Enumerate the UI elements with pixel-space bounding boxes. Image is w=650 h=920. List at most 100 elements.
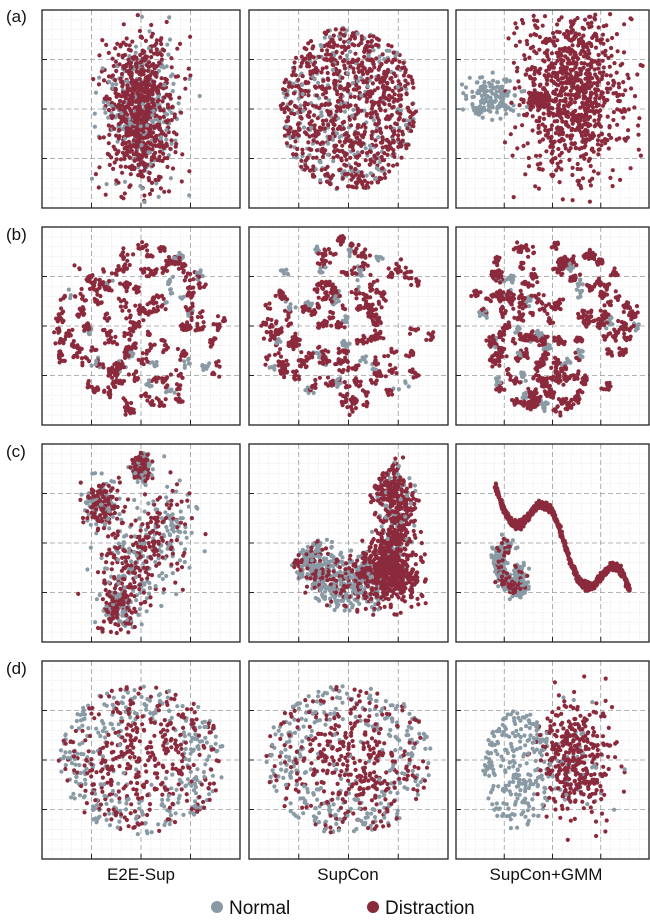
- point-normal: [480, 115, 485, 120]
- point-distraction: [384, 85, 389, 90]
- point-distraction: [120, 170, 125, 175]
- point-distraction: [136, 319, 142, 325]
- point-distraction: [356, 163, 361, 168]
- point-normal: [301, 125, 307, 130]
- point-distraction: [528, 76, 533, 81]
- point-distraction: [594, 74, 599, 79]
- point-distraction: [134, 78, 139, 83]
- point-distraction: [168, 372, 173, 377]
- point-distraction: [598, 108, 603, 113]
- point-distraction: [315, 116, 320, 121]
- point-distraction: [557, 153, 562, 158]
- point-distraction: [152, 271, 158, 276]
- point-distraction: [125, 144, 130, 149]
- point-normal: [167, 277, 172, 282]
- point-distraction: [96, 300, 101, 305]
- point-distraction: [348, 64, 353, 69]
- point-distraction: [140, 358, 145, 363]
- point-distraction: [111, 114, 116, 119]
- point-distraction: [309, 119, 314, 124]
- point-distraction: [396, 137, 401, 142]
- point-normal: [164, 300, 169, 305]
- point-distraction: [57, 339, 63, 344]
- point-normal: [500, 84, 505, 89]
- point-distraction: [146, 312, 151, 317]
- point-distraction: [169, 261, 174, 266]
- point-distraction: [574, 95, 579, 100]
- point-normal: [395, 85, 400, 90]
- point-distraction: [135, 157, 140, 162]
- point-distraction: [587, 178, 593, 184]
- point-distraction: [553, 61, 558, 66]
- point-normal: [490, 117, 495, 122]
- point-distraction: [217, 374, 222, 379]
- point-distraction: [517, 39, 523, 44]
- point-distraction: [409, 282, 414, 288]
- point-distraction: [532, 76, 537, 82]
- point-distraction: [143, 393, 149, 399]
- point-distraction: [298, 115, 303, 120]
- point-distraction: [579, 133, 585, 138]
- point-distraction: [126, 372, 131, 377]
- point-distraction: [333, 79, 338, 84]
- point-distraction: [141, 72, 146, 77]
- point-distraction: [399, 87, 404, 92]
- point-distraction: [157, 400, 163, 405]
- point-distraction: [120, 308, 125, 313]
- point-normal: [471, 105, 476, 110]
- point-distraction: [401, 118, 406, 123]
- point-distraction: [349, 123, 354, 128]
- point-distraction: [127, 262, 132, 268]
- point-distraction: [92, 296, 97, 302]
- point-normal: [97, 75, 102, 80]
- point-distraction: [127, 165, 132, 170]
- point-distraction: [159, 304, 164, 309]
- point-distraction: [356, 242, 361, 248]
- point-distraction: [369, 283, 374, 288]
- point-distraction: [348, 165, 354, 170]
- point-distraction: [307, 146, 312, 152]
- point-distraction: [113, 271, 118, 276]
- point-distraction: [162, 95, 167, 100]
- point-distraction: [93, 172, 98, 177]
- point-distraction: [524, 111, 530, 116]
- point-distraction: [572, 100, 578, 105]
- point-distraction: [129, 60, 134, 65]
- point-distraction: [332, 122, 337, 127]
- point-distraction: [312, 84, 318, 89]
- point-distraction: [137, 113, 142, 118]
- point-distraction: [137, 308, 142, 313]
- point-distraction: [148, 123, 153, 128]
- point-distraction: [386, 139, 391, 144]
- point-distraction: [377, 64, 382, 69]
- point-distraction: [116, 149, 121, 154]
- point-distraction: [164, 19, 169, 25]
- point-normal: [504, 111, 509, 116]
- point-distraction: [155, 99, 160, 104]
- point-normal: [482, 80, 487, 85]
- point-distraction: [377, 301, 382, 306]
- point-distraction: [103, 312, 108, 317]
- point-distraction: [362, 54, 367, 59]
- point-distraction: [330, 131, 336, 136]
- point-distraction: [153, 177, 158, 183]
- point-distraction: [399, 155, 404, 160]
- point-distraction: [151, 79, 156, 84]
- point-distraction: [344, 157, 349, 162]
- point-distraction: [340, 120, 345, 125]
- point-distraction: [107, 96, 112, 102]
- point-distraction: [403, 78, 408, 83]
- point-normal: [355, 79, 361, 84]
- point-distraction: [393, 73, 398, 78]
- point-normal: [317, 159, 322, 164]
- point-normal: [168, 291, 173, 296]
- point-distraction: [131, 344, 136, 349]
- point-distraction: [127, 106, 132, 111]
- point-distraction: [311, 103, 316, 108]
- point-distraction: [161, 48, 167, 53]
- point-normal: [479, 100, 484, 105]
- point-distraction: [129, 70, 134, 75]
- point-distraction: [153, 113, 158, 118]
- point-distraction: [316, 321, 321, 326]
- point-distraction: [398, 97, 404, 102]
